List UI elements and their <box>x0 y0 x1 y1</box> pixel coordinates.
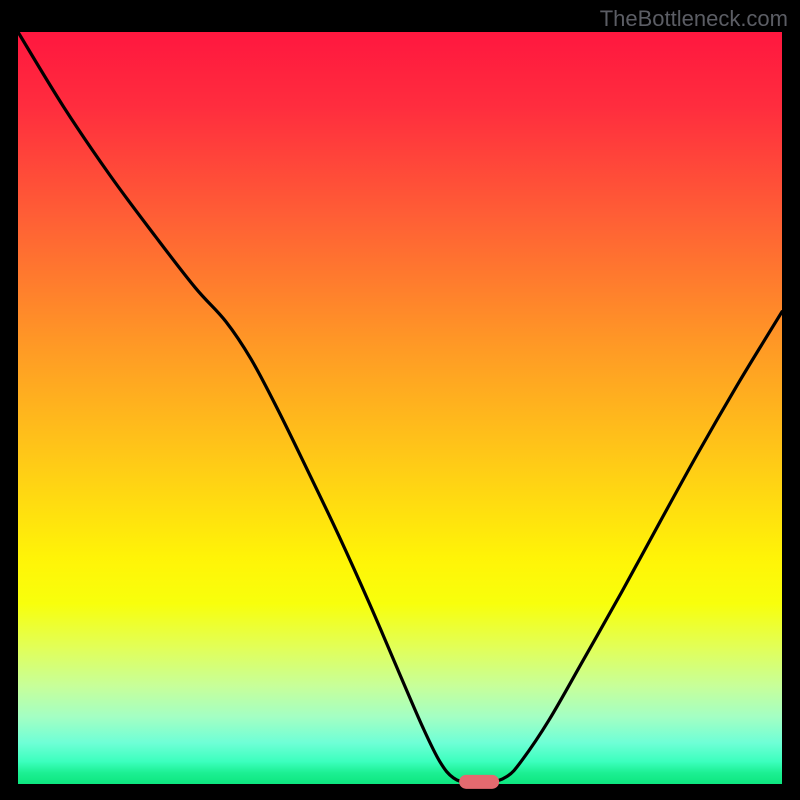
plot-area <box>18 32 782 784</box>
chart-container: TheBottleneck.com <box>0 0 800 800</box>
watermark-text: TheBottleneck.com <box>600 6 788 32</box>
optimum-marker <box>460 775 500 789</box>
gradient-background <box>18 32 782 784</box>
